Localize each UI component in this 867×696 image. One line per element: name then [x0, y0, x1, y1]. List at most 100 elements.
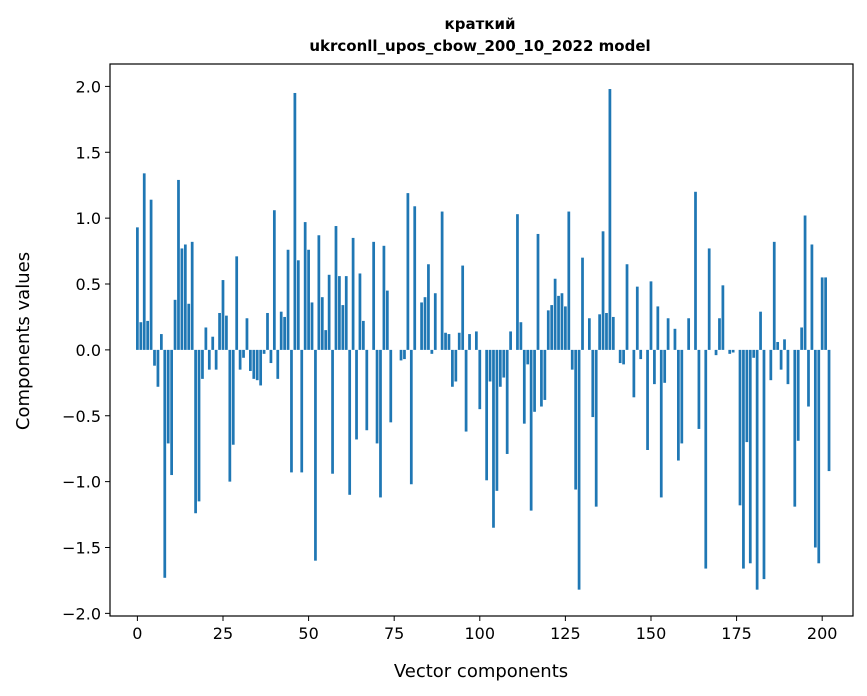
bar-114 [526, 349, 530, 365]
bar-7 [159, 334, 163, 350]
bar-30 [238, 349, 242, 370]
bar-62 [348, 349, 352, 495]
bar-59 [338, 276, 341, 350]
bar-37 [262, 349, 266, 354]
bar-130 [581, 257, 584, 350]
bar-126 [567, 211, 571, 350]
bar-49 [303, 222, 307, 350]
bar-46 [293, 92, 297, 350]
bar-185 [769, 349, 773, 381]
bar-135 [598, 314, 601, 350]
bar-86 [430, 349, 434, 354]
bar-180 [752, 349, 756, 358]
bar-91 [447, 334, 451, 350]
bar-190 [786, 349, 790, 385]
bar-173 [728, 349, 732, 354]
bar-17 [194, 349, 197, 514]
bar-14 [183, 244, 187, 350]
bar-102 [485, 349, 489, 481]
bar-4 [149, 199, 153, 350]
bar-3 [146, 320, 150, 350]
bar-80 [409, 349, 413, 485]
bar-71 [379, 349, 382, 498]
x-tick-label: 75 [384, 624, 404, 643]
bar-44 [286, 249, 290, 350]
bar-123 [557, 295, 560, 350]
bar-143 [625, 264, 629, 350]
bar-115 [529, 349, 533, 511]
bar-112 [519, 322, 523, 350]
bar-0 [136, 227, 139, 350]
bar-155 [666, 318, 670, 350]
bar-11 [173, 299, 177, 350]
bar-200 [820, 277, 824, 350]
bar-72 [382, 245, 386, 350]
bar-161 [687, 318, 691, 350]
bar-192 [793, 349, 797, 507]
bar-151 [653, 349, 656, 385]
bar-164 [697, 349, 701, 429]
bar-35 [255, 349, 259, 381]
bar-34 [252, 349, 256, 379]
bar-96 [464, 349, 468, 432]
bar-183 [762, 349, 766, 580]
bar-171 [721, 285, 725, 350]
bar-153 [659, 349, 663, 498]
bar-159 [680, 349, 684, 444]
bar-74 [389, 349, 393, 423]
bar-146 [635, 286, 639, 350]
bar-48 [300, 349, 304, 473]
x-tick-label: 200 [807, 624, 838, 643]
bar-21 [207, 349, 211, 370]
bar-122 [553, 278, 557, 350]
bar-125 [564, 306, 567, 350]
bar-23 [214, 349, 218, 370]
bar-10 [170, 349, 173, 476]
bar-134 [594, 349, 598, 507]
bar-154 [663, 349, 667, 383]
bar-174 [731, 349, 735, 353]
bar-100 [478, 349, 482, 410]
bar-105 [495, 349, 499, 491]
y-tick-label: −2.0 [62, 604, 101, 623]
bar-166 [704, 349, 708, 569]
bar-90 [444, 332, 447, 350]
bar-194 [800, 327, 804, 350]
y-tick-label: −1.5 [62, 538, 101, 557]
bar-120 [546, 310, 550, 350]
bar-54 [320, 297, 324, 350]
bar-12 [177, 179, 180, 350]
bar-33 [249, 349, 252, 371]
bar-93 [454, 349, 458, 382]
bar-109 [509, 331, 512, 350]
bar-188 [779, 349, 783, 370]
bar-64 [355, 349, 358, 440]
bar-97 [468, 334, 471, 350]
bar-73 [385, 290, 389, 350]
bar-53 [317, 235, 321, 350]
y-tick-label: 0.0 [76, 341, 101, 360]
x-tick-label: 0 [132, 624, 142, 643]
bar-181 [755, 349, 759, 590]
bar-111 [516, 214, 519, 350]
bar-67 [365, 349, 369, 431]
bar-117 [536, 233, 540, 350]
bar-104 [492, 349, 495, 528]
bar-65 [358, 273, 362, 350]
x-axis-label: Vector components [394, 661, 568, 682]
bar-25 [221, 280, 225, 350]
bar-121 [550, 305, 554, 350]
bar-5 [153, 349, 156, 366]
bar-15 [187, 303, 191, 350]
x-tick-label: 25 [213, 624, 233, 643]
bar-50 [307, 249, 310, 350]
bar-40 [272, 210, 276, 350]
bar-118 [540, 349, 543, 407]
bar-170 [718, 318, 721, 350]
bars-group [136, 89, 831, 590]
bar-119 [543, 349, 547, 400]
bar-116 [533, 349, 536, 412]
bar-132 [587, 318, 591, 350]
x-tick-label: 50 [298, 624, 318, 643]
bar-1 [139, 322, 143, 350]
